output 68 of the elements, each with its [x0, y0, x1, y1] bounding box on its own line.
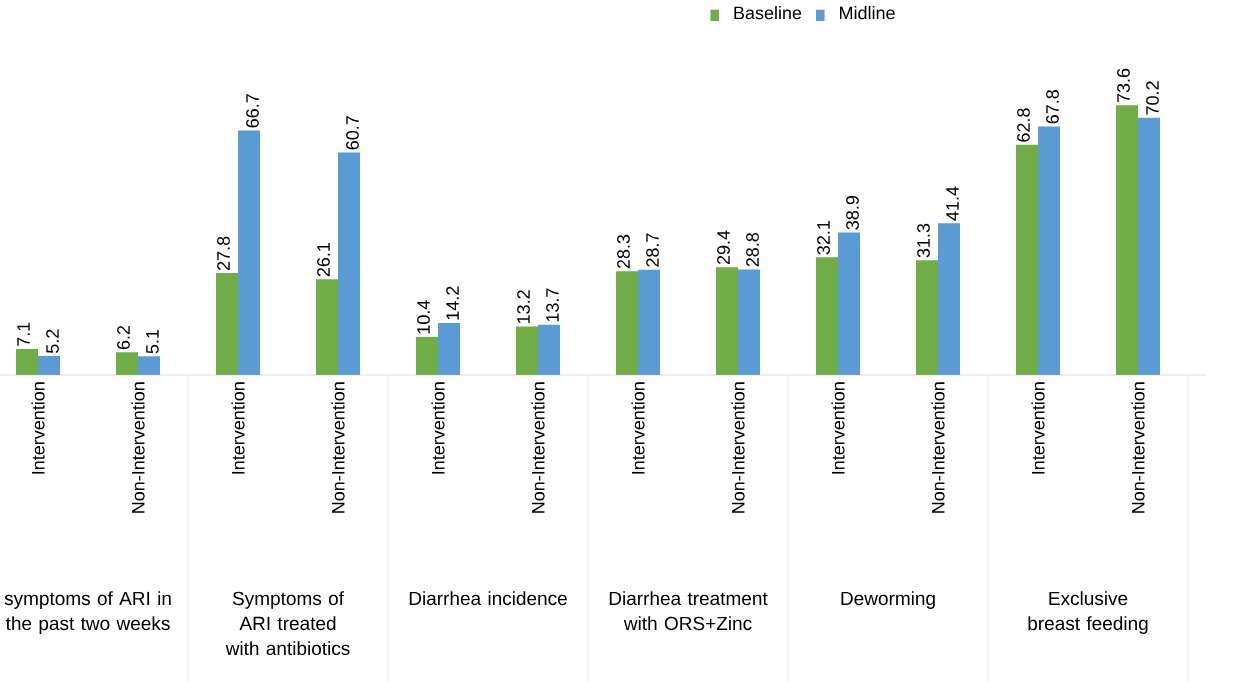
text: Diarrhea incidence: [409, 591, 567, 606]
bar: [138, 356, 161, 375]
x-tick-label: Non-Intervention: [531, 382, 545, 513]
bar: [438, 322, 461, 375]
data-label: 31.3: [917, 223, 930, 258]
bar: [1138, 117, 1160, 375]
data-label: 32.1: [817, 220, 830, 255]
data-label: 73.6: [1117, 68, 1130, 103]
x-tick-label: Intervention: [1031, 382, 1045, 474]
data-label: 28.3: [617, 234, 630, 269]
bar: [338, 152, 361, 375]
text: Symptoms of ARI treated with antibiotics: [225, 591, 350, 656]
legend-label: Midline: [840, 6, 895, 20]
bar: [938, 223, 960, 375]
text: symptoms of ARI in the past two weeks: [4, 591, 171, 634]
bar: [638, 269, 661, 375]
bar: [616, 271, 639, 375]
x-tick-label: Intervention: [31, 382, 45, 474]
data-label: 66.7: [246, 94, 259, 128]
data-label: 62.8: [1017, 108, 1030, 142]
bar: [516, 326, 539, 375]
x-tick-label: Non-Intervention: [1131, 382, 1145, 513]
x-tick-label: Intervention: [431, 382, 445, 474]
data-label: 60.7: [346, 116, 359, 150]
x-tick-label: Intervention: [831, 382, 845, 474]
bar: [738, 269, 760, 375]
data-label: 70.2: [1146, 81, 1159, 115]
bar: [316, 279, 339, 375]
data-label: 27.8: [217, 236, 230, 270]
data-label: 29.4: [717, 230, 730, 265]
x-tick-label: Intervention: [631, 382, 645, 474]
bar: [116, 352, 139, 375]
data-label: 41.4: [946, 186, 959, 221]
legend-label: Baseline: [734, 6, 802, 20]
bar: [716, 267, 738, 375]
data-label: 7.1: [17, 322, 30, 346]
text: Deworming: [841, 591, 935, 609]
data-label: 28.8: [746, 232, 759, 267]
bar: [1016, 144, 1038, 375]
data-label: 13.2: [517, 290, 530, 324]
data-label: 38.9: [846, 196, 859, 230]
data-label: 28.7: [646, 233, 659, 267]
bar: [416, 336, 439, 375]
text: Diarrhea treatment with ORS+Zinc: [609, 591, 768, 631]
x-tick-label: Non-Intervention: [331, 382, 345, 513]
data-label: 14.2: [446, 286, 459, 320]
x-tick-label: Non-Intervention: [731, 382, 745, 513]
bar: [838, 232, 860, 375]
data-label: 26.1: [317, 242, 330, 277]
data-label: 67.8: [1046, 90, 1059, 124]
bar: [16, 348, 39, 375]
bar: [1116, 105, 1138, 375]
bar: [216, 273, 239, 375]
bar: [816, 257, 838, 375]
data-label: 5.2: [46, 329, 59, 354]
bar: [1038, 126, 1061, 375]
data-label: 10.4: [417, 300, 430, 334]
x-tick-label: Non-Intervention: [131, 382, 145, 513]
bar: [916, 260, 938, 375]
bar: [538, 324, 561, 375]
x-tick-label: Intervention: [231, 382, 245, 474]
bar: [238, 130, 261, 375]
bar: [38, 355, 61, 375]
data-label: 6.2: [117, 325, 130, 350]
text: Exclusive breast feeding: [1028, 591, 1148, 634]
data-label: 5.1: [146, 329, 159, 354]
data-label: 13.7: [546, 288, 559, 322]
x-tick-label: Non-Intervention: [931, 382, 945, 513]
